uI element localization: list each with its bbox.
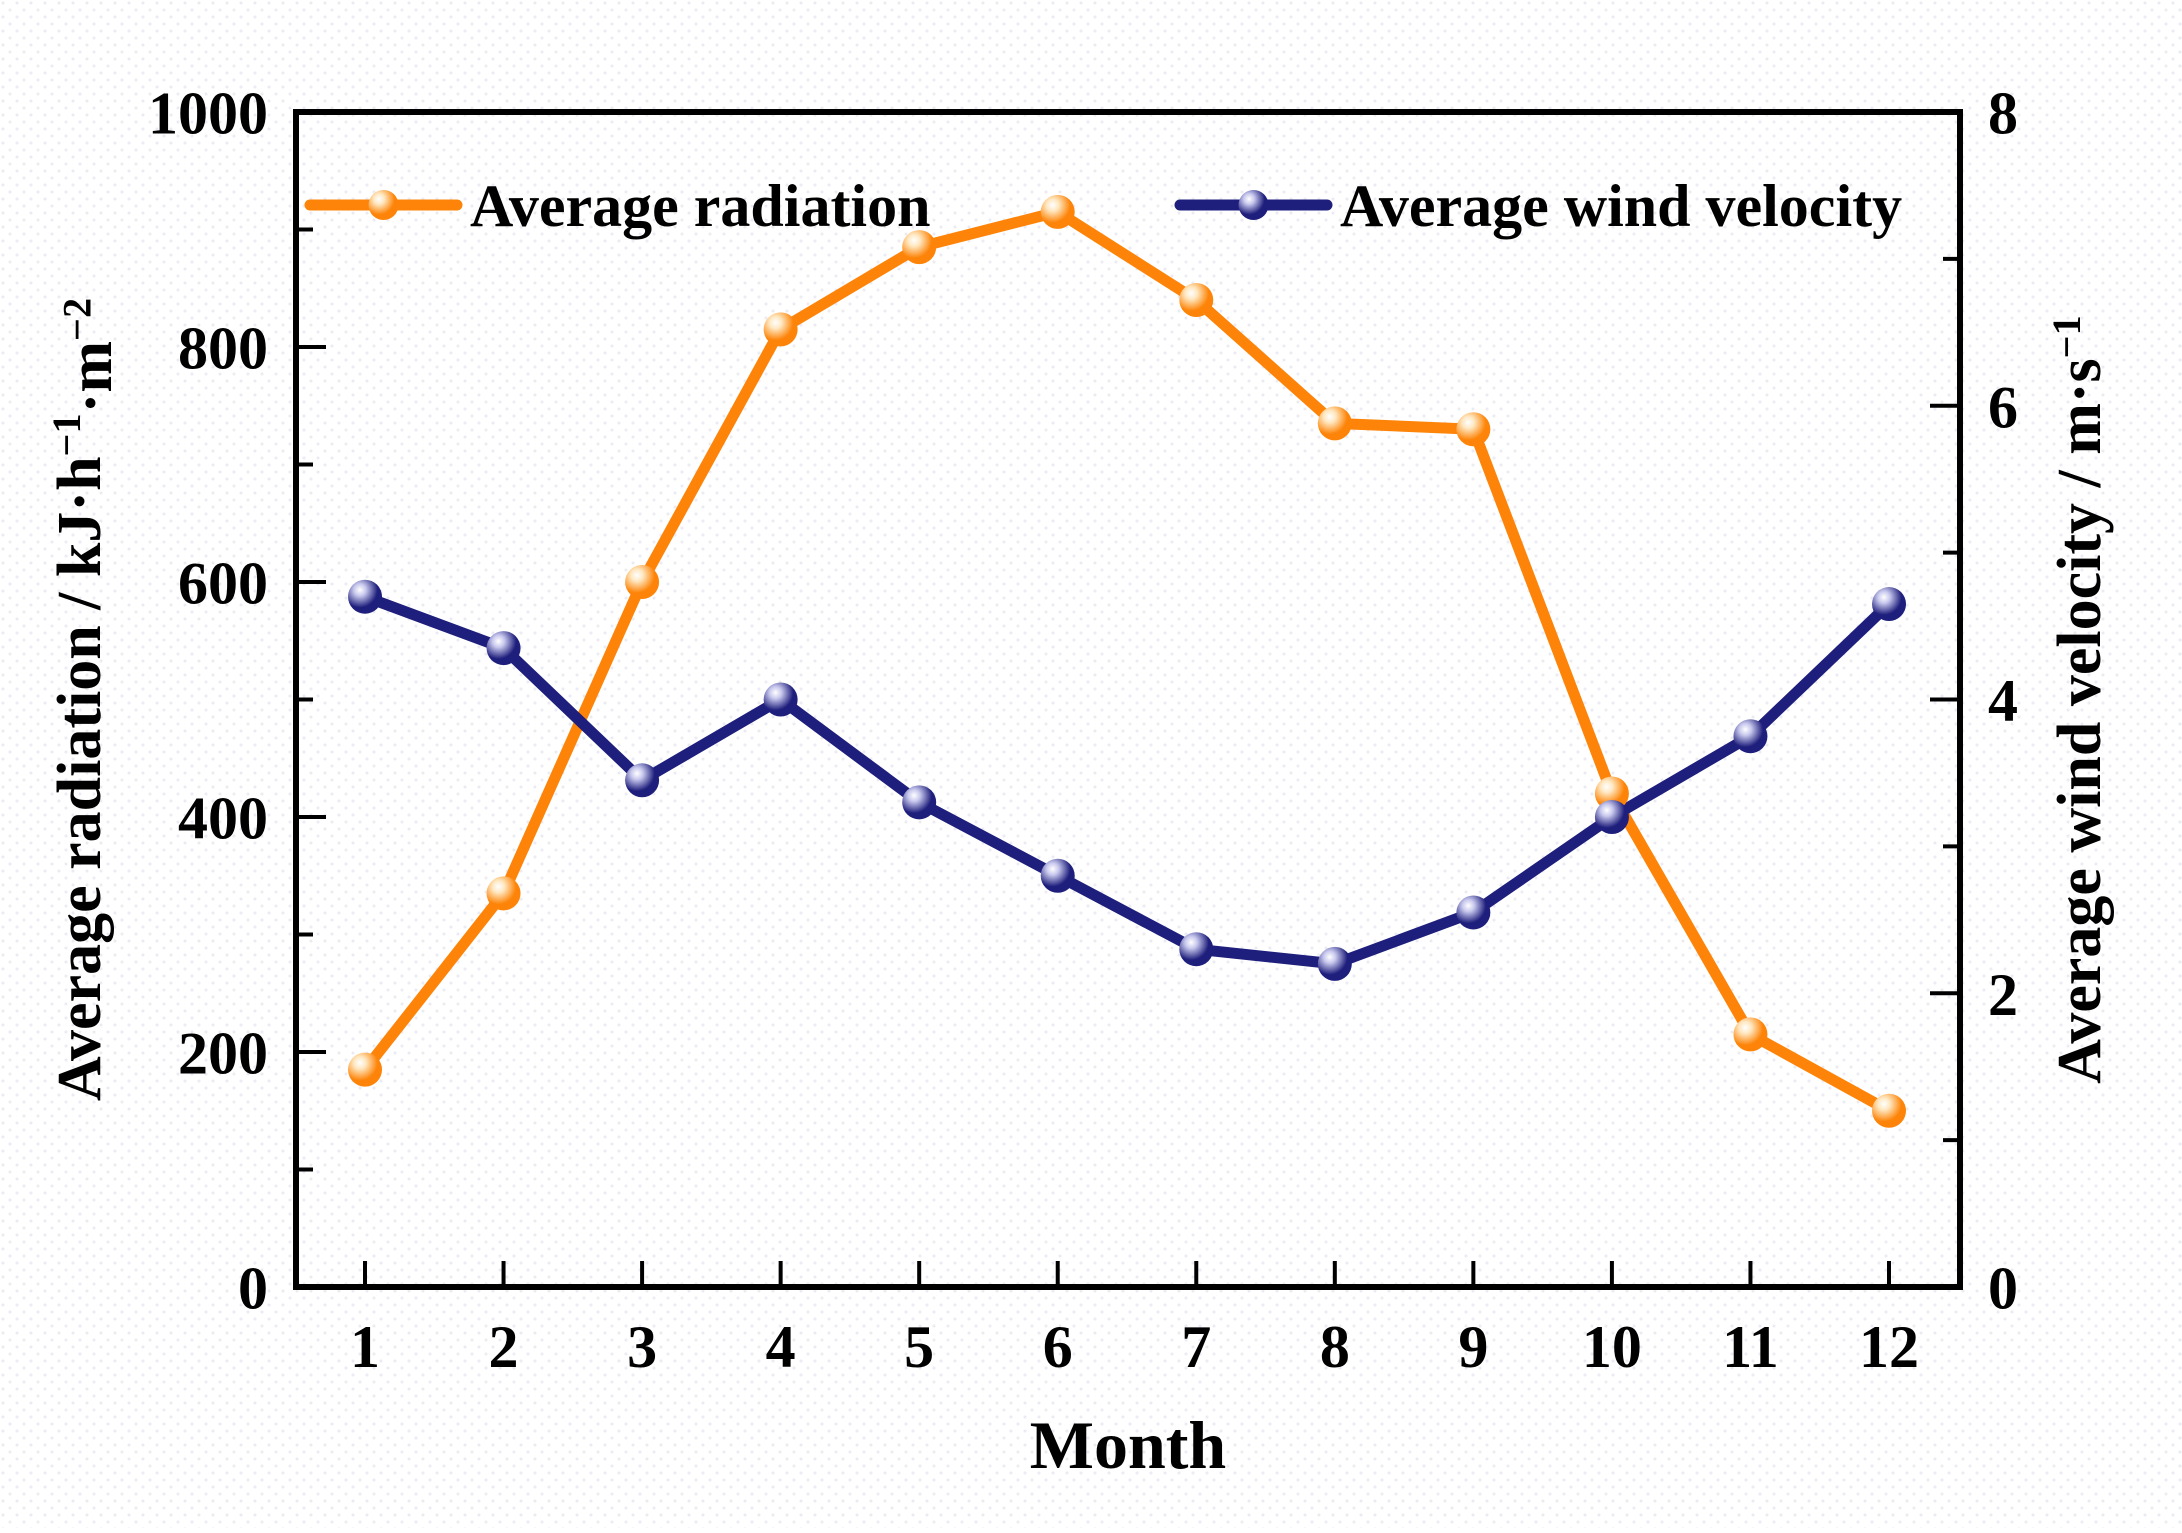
series-polyline bbox=[359, 591, 1895, 970]
series-markers-average-wind-velocity bbox=[348, 579, 1906, 981]
x-axis-tick-label: 2 bbox=[489, 1314, 519, 1380]
series-line-average-wind-velocity bbox=[359, 591, 1895, 970]
legend-marker-sample bbox=[1238, 190, 1269, 220]
series-line-average-radiation bbox=[359, 206, 1895, 1117]
x-axis-tick-label: 6 bbox=[1043, 1314, 1073, 1380]
data-point-marker bbox=[1872, 1093, 1906, 1128]
right-axis-tick-label: 2 bbox=[1988, 962, 2018, 1028]
x-axis-tick-label: 10 bbox=[1582, 1314, 1642, 1380]
right-axis-tick-label: 6 bbox=[1988, 374, 2018, 440]
left-axis-title: Average radiation / kJ·h−1·m−2 bbox=[44, 298, 125, 1101]
x-axis-tick-label: 11 bbox=[1722, 1314, 1779, 1380]
data-point-marker bbox=[1040, 194, 1075, 229]
x-axis-tick-label: 4 bbox=[766, 1314, 796, 1380]
x-axis-tick-label: 3 bbox=[627, 1314, 657, 1380]
data-point-marker bbox=[902, 230, 937, 265]
legend-marker-sample bbox=[368, 190, 399, 220]
left-axis-tick-label: 400 bbox=[178, 786, 268, 852]
legend-label: Average wind velocity bbox=[1340, 173, 1902, 239]
x-axis-tick-label: 9 bbox=[1458, 1314, 1488, 1380]
data-point-marker bbox=[1733, 719, 1768, 754]
left-axis-tick-label: 200 bbox=[178, 1021, 268, 1087]
right-axis: 0 2 4 6 8 bbox=[1930, 81, 2018, 1322]
data-point-marker bbox=[486, 631, 521, 666]
data-point-marker bbox=[348, 1052, 382, 1087]
data-point-marker bbox=[1456, 412, 1491, 447]
x-axis-tick-label: 8 bbox=[1320, 1314, 1350, 1380]
left-axis-tick-label: 600 bbox=[178, 551, 268, 617]
data-point-marker bbox=[1179, 283, 1214, 317]
data-point-marker bbox=[1594, 800, 1629, 834]
data-point-marker bbox=[1317, 406, 1352, 441]
data-point-marker bbox=[1594, 776, 1629, 811]
right-axis-tick-label: 0 bbox=[1988, 1256, 2018, 1322]
x-axis-tick-label: 1 bbox=[350, 1314, 380, 1380]
data-point-marker bbox=[1872, 587, 1906, 622]
legend-label: Average radiation bbox=[470, 173, 930, 239]
data-point-marker bbox=[1040, 858, 1075, 893]
data-point-marker bbox=[1733, 1017, 1768, 1052]
left-axis-tick-label: 1000 bbox=[148, 81, 268, 147]
x-axis-tick-label: 12 bbox=[1859, 1314, 1919, 1380]
data-point-marker bbox=[902, 785, 937, 820]
x-axis-tick-label: 5 bbox=[904, 1314, 934, 1380]
legend-entry-average-wind-velocity: Average wind velocity bbox=[1174, 173, 1902, 239]
legend-entry-average-radiation: Average radiation bbox=[304, 173, 930, 239]
data-point-marker bbox=[763, 682, 798, 717]
right-axis-tick-label: 8 bbox=[1988, 81, 2018, 147]
data-point-marker bbox=[348, 579, 382, 614]
data-point-marker bbox=[1179, 932, 1214, 967]
data-point-marker bbox=[1317, 946, 1352, 981]
data-point-marker bbox=[1456, 895, 1491, 930]
series-polyline bbox=[359, 206, 1895, 1117]
x-axis-title: Month bbox=[1030, 1407, 1226, 1483]
left-axis-tick-label: 800 bbox=[178, 316, 268, 382]
right-axis-title: Average wind velocity / m·s−1 bbox=[2044, 315, 2114, 1084]
left-axis: 0 200 400 600 800 1000 bbox=[148, 81, 326, 1322]
right-axis-tick-label: 4 bbox=[1988, 668, 2018, 734]
legend: Average radiation Average wind velocity bbox=[304, 173, 1902, 239]
x-axis-tick-label: 7 bbox=[1181, 1314, 1211, 1380]
data-point-marker bbox=[763, 312, 798, 347]
data-point-marker bbox=[625, 763, 660, 798]
left-axis-tick-label: 0 bbox=[238, 1256, 268, 1322]
data-point-marker bbox=[486, 876, 521, 911]
data-point-marker bbox=[625, 565, 660, 599]
series-markers-average-radiation bbox=[348, 194, 1906, 1128]
x-axis: 1 2 3 4 5 6 7 8 9 10 11 12 bbox=[350, 1261, 1919, 1380]
